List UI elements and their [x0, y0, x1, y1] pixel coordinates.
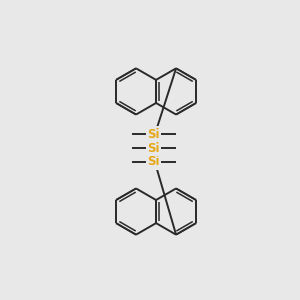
Text: Si: Si	[148, 142, 160, 154]
Text: Si: Si	[148, 155, 160, 168]
Text: Si: Si	[148, 128, 160, 141]
